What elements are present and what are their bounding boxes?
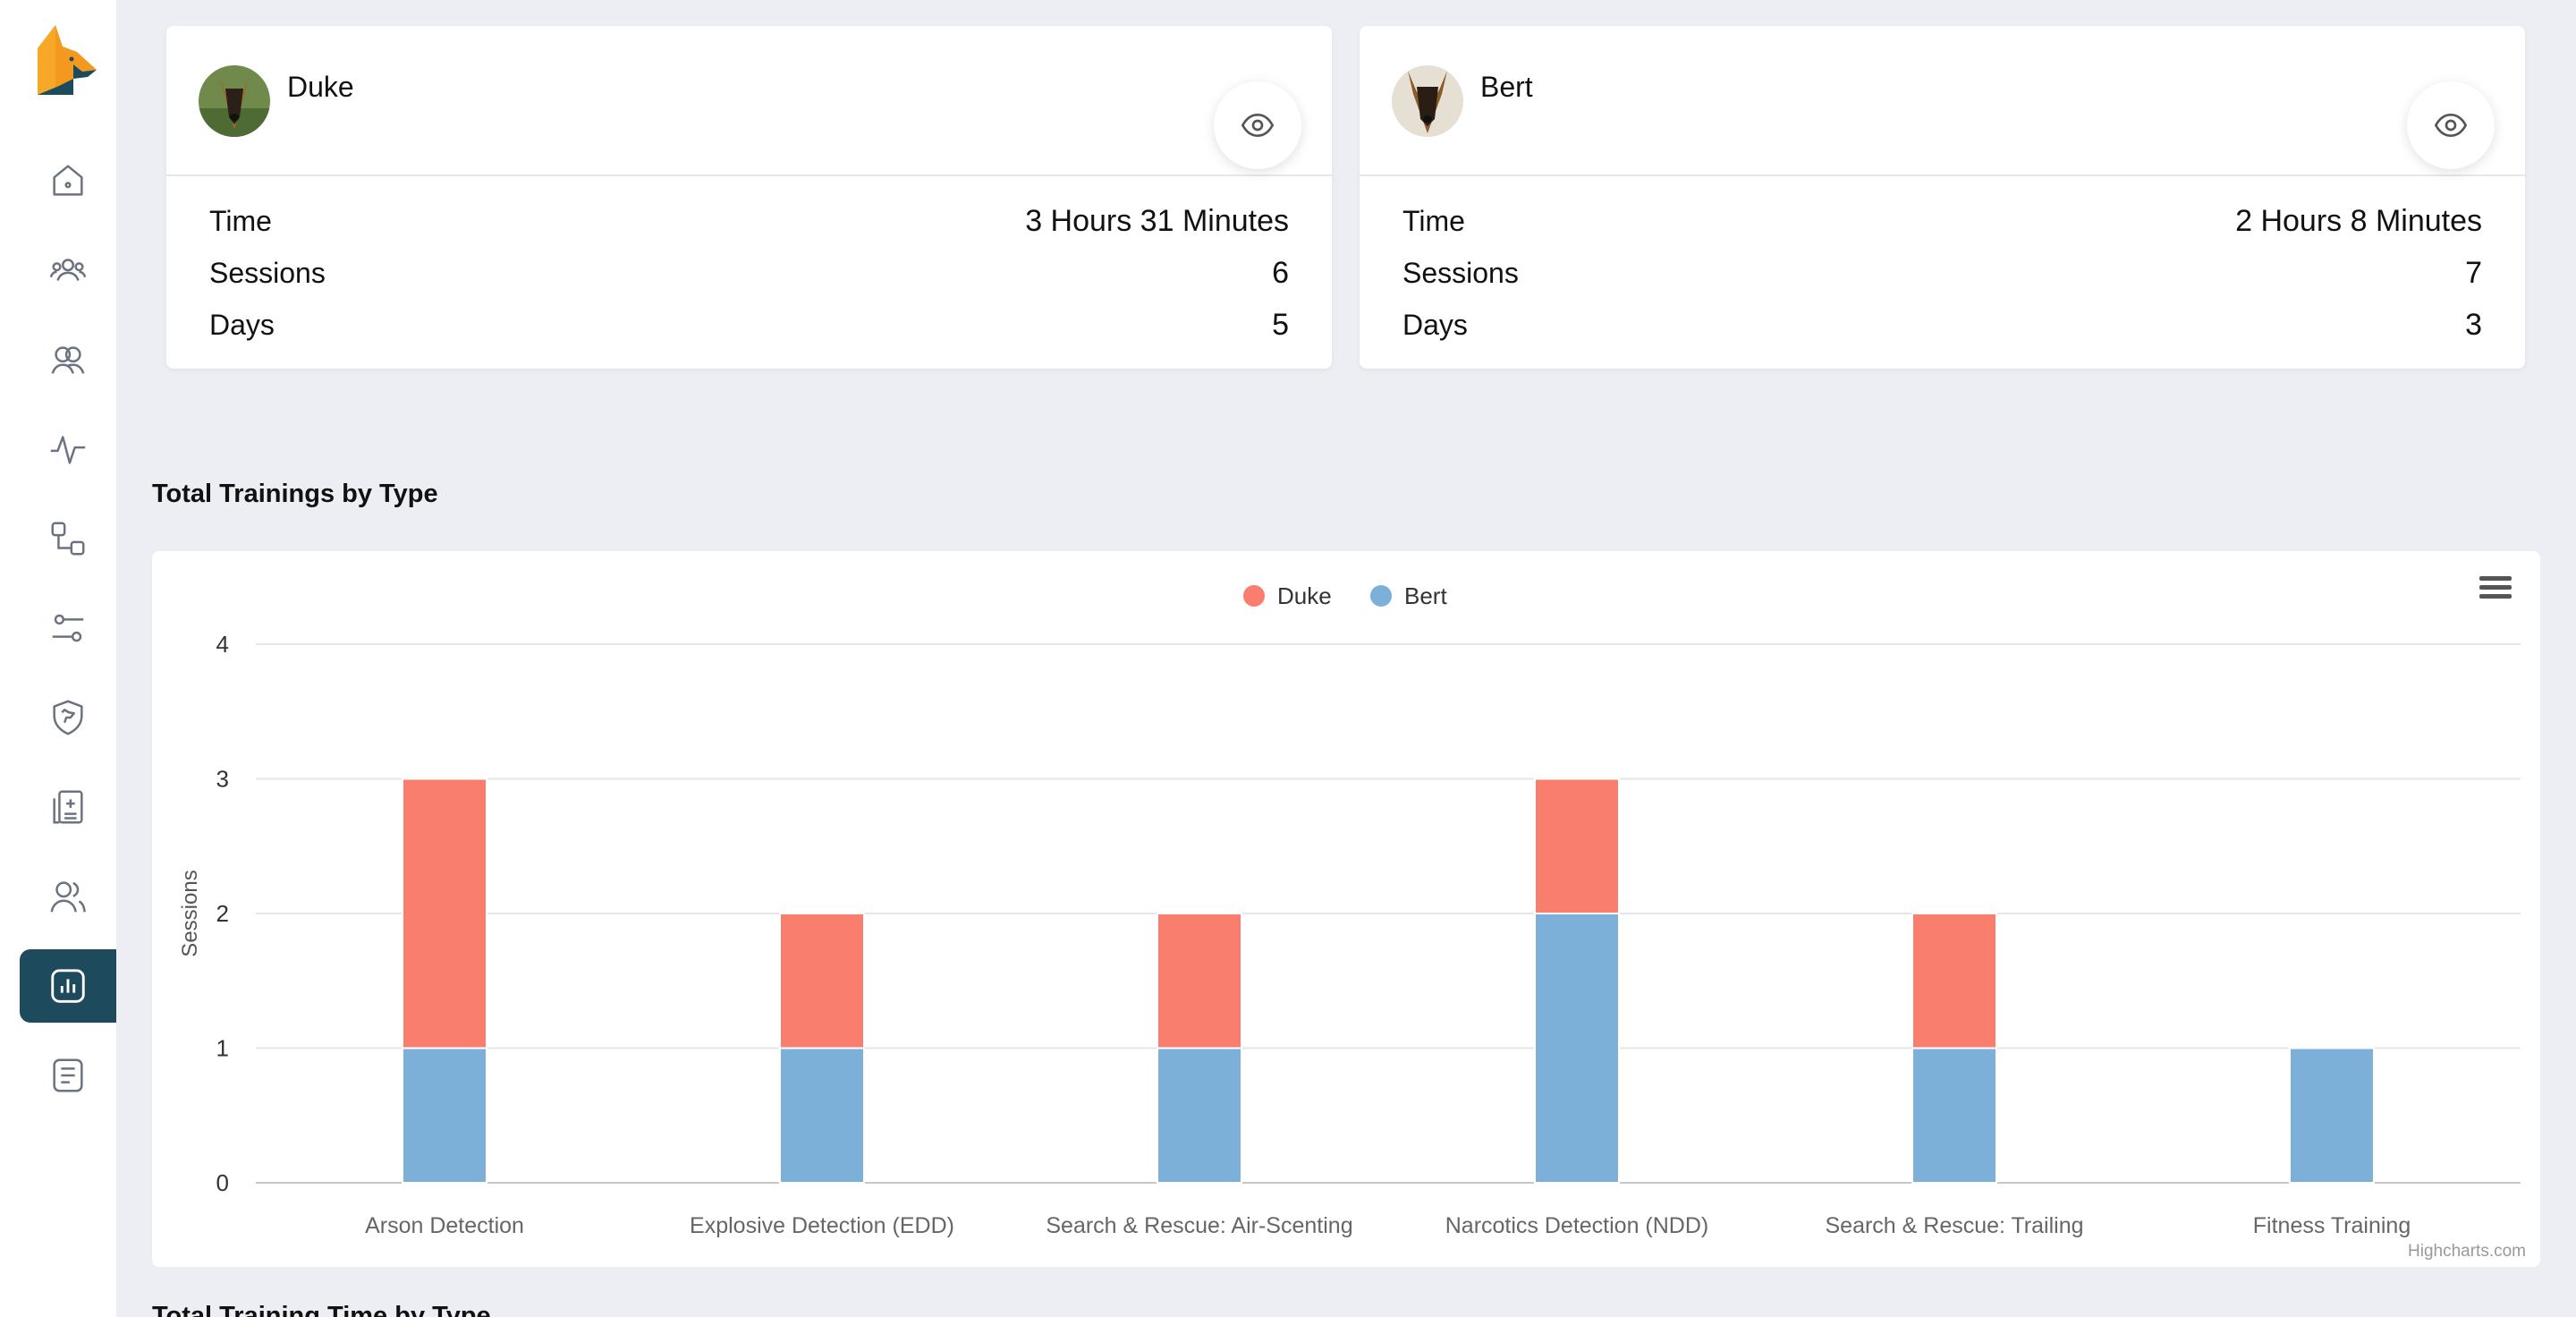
stat-value: 3 <box>2465 307 2482 342</box>
avatar <box>199 65 270 137</box>
nav-workflow[interactable] <box>20 502 116 575</box>
bar-bert <box>1911 1047 1997 1184</box>
x-tick-label: Fitness Training <box>2253 1213 2411 1238</box>
nav-medical[interactable] <box>20 770 116 844</box>
teams-icon <box>51 346 85 374</box>
stat-value: 5 <box>1272 307 1289 342</box>
y-axis-label: Sessions <box>178 870 202 956</box>
reports-chart-icon <box>51 969 85 1003</box>
eye-icon <box>1241 113 1275 138</box>
chart-canvas: 0 1 2 3 4 Sessions Arson Detection Explosive De… <box>178 582 2526 1261</box>
bar-duke <box>402 777 487 1049</box>
stat-row-sessions: Sessions 7 <box>1402 251 2482 295</box>
trainings-chart: 0 1 2 3 4 Sessions Arson Detection Explosive De… <box>152 551 2540 1267</box>
stat-label: Days <box>209 308 275 341</box>
nav-people[interactable] <box>20 860 116 933</box>
activity-icon <box>50 436 86 464</box>
legend-marker-duke <box>1243 585 1265 607</box>
bar-bert <box>1157 1047 1242 1184</box>
nav-settings-sliders[interactable] <box>20 591 116 665</box>
bar-duke <box>1534 777 1620 914</box>
bar-bert <box>2289 1047 2375 1184</box>
eye-icon <box>2434 113 2468 138</box>
x-tick-label: Arson Detection <box>365 1213 524 1238</box>
card-header: Duke <box>166 26 1332 176</box>
stat-row-sessions: Sessions 6 <box>209 251 1289 295</box>
section-title: Total Trainings by Type <box>152 480 438 508</box>
bar-duke <box>1157 913 1242 1049</box>
y-tick-label: 1 <box>216 1035 229 1062</box>
y-tick-label: 2 <box>216 900 229 927</box>
nav-home[interactable] <box>20 144 116 217</box>
users-group-icon <box>49 259 87 281</box>
chart-credits: Highcharts.com <box>2408 1242 2526 1261</box>
avatar <box>1392 65 1463 137</box>
bar-duke <box>1911 913 1997 1049</box>
menu-bar <box>2479 585 2512 590</box>
legend-label-duke: Duke <box>1277 582 1332 609</box>
stat-label: Time <box>209 204 272 237</box>
bar-bert <box>402 1047 487 1184</box>
stat-label: Days <box>1402 308 1468 341</box>
stat-value: 3 Hours 31 Minutes <box>1025 203 1289 238</box>
stat-row-days: Days 3 <box>1402 302 2482 347</box>
section-title-2: Total Training Time by Type <box>152 1302 491 1317</box>
app-logo[interactable] <box>32 23 104 98</box>
nav-reports[interactable] <box>20 949 116 1023</box>
bar-duke <box>779 913 865 1049</box>
people-icon <box>50 881 86 913</box>
dog-name: Bert <box>1480 71 1533 103</box>
stat-row-days: Days 5 <box>209 302 1289 347</box>
legend-label-bert: Bert <box>1404 582 1447 609</box>
y-tick-label: 4 <box>216 631 229 658</box>
stat-row-time: Time 3 Hours 31 Minutes <box>209 199 1289 243</box>
nav-activity[interactable] <box>20 412 116 486</box>
stat-value: 2 Hours 8 Minutes <box>2235 203 2482 238</box>
stat-label: Sessions <box>1402 256 1519 289</box>
shield-dog-icon <box>53 700 83 735</box>
nav-notes[interactable] <box>20 1039 116 1112</box>
stat-value: 6 <box>1272 255 1289 290</box>
view-button[interactable] <box>2407 81 2495 169</box>
view-button[interactable] <box>1214 81 1301 169</box>
x-tick-label: Narcotics Detection (NDD) <box>1445 1213 1709 1238</box>
medical-report-icon <box>53 790 83 824</box>
dog-card-duke: Duke Time 3 Hours 31 Minutes Sessions 6 … <box>166 26 1332 369</box>
sidebar <box>0 0 116 1317</box>
home-icon <box>53 165 83 196</box>
workflow-icon <box>51 522 85 556</box>
nav-users-group[interactable] <box>20 234 116 307</box>
nav-teams[interactable] <box>20 323 116 396</box>
notes-icon <box>53 1058 83 1092</box>
y-tick-label: 3 <box>216 766 229 793</box>
bar-bert <box>779 1047 865 1184</box>
stat-label: Time <box>1402 204 1465 237</box>
x-tick-label: Explosive Detection (EDD) <box>690 1213 954 1238</box>
dog-card-bert: Bert Time 2 Hours 8 Minutes Sessions 7 D… <box>1360 26 2525 369</box>
sliders-icon <box>52 614 84 642</box>
card-header: Bert <box>1360 26 2525 176</box>
legend-marker-bert <box>1370 585 1392 607</box>
bar-bert <box>1534 913 1620 1184</box>
y-tick-label: 0 <box>216 1169 229 1196</box>
x-tick-label: Search & Rescue: Trailing <box>1825 1213 2083 1238</box>
menu-bar <box>2479 576 2512 581</box>
stat-label: Sessions <box>209 256 326 289</box>
nav-k9-shield[interactable] <box>20 681 116 754</box>
stat-value: 7 <box>2465 255 2482 290</box>
stat-row-time: Time 2 Hours 8 Minutes <box>1402 199 2482 243</box>
dog-name: Duke <box>287 71 354 103</box>
menu-bar <box>2479 594 2512 599</box>
x-tick-label: Search & Rescue: Air-Scenting <box>1046 1213 1352 1238</box>
chart-menu-button[interactable] <box>2479 573 2515 605</box>
